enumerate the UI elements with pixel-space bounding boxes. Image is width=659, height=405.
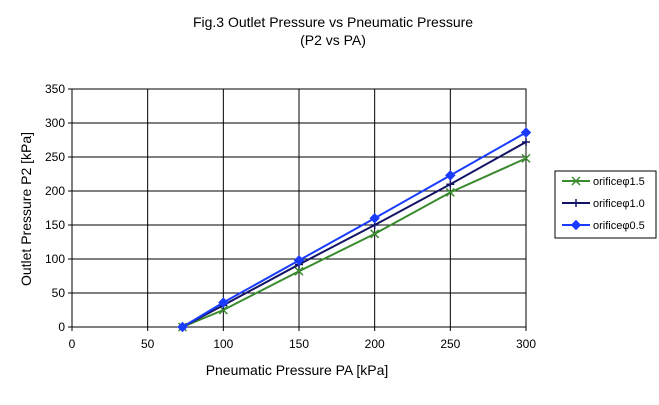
y-tick-label: 50 bbox=[52, 286, 66, 300]
y-axis-title: Outlet Pressure P2 [kPa] bbox=[18, 132, 34, 286]
y-tick-label: 300 bbox=[45, 116, 65, 130]
y-tick-label: 100 bbox=[45, 252, 65, 266]
tick-labels: 0 50 100 150 200 250 300 0 50 100 150 200 250 300 350 bbox=[45, 82, 536, 351]
x-tick-label: 250 bbox=[440, 337, 460, 351]
legend-item: orificeφ1.5 bbox=[562, 176, 645, 188]
data-point bbox=[520, 127, 532, 138]
data-point bbox=[446, 180, 455, 189]
legend-label: orificeφ1.5 bbox=[593, 176, 645, 188]
x-tick-label: 50 bbox=[141, 337, 155, 351]
data-point bbox=[218, 297, 229, 308]
y-tick-label: 150 bbox=[45, 218, 65, 232]
data-point bbox=[445, 187, 455, 197]
x-tick-label: 0 bbox=[69, 337, 76, 351]
legend-marker bbox=[570, 219, 582, 231]
y-tick-label: 350 bbox=[45, 82, 65, 96]
legend-box bbox=[554, 170, 657, 239]
x-axis-title: Pneumatic Pressure PA [kPa] bbox=[206, 362, 389, 378]
legend-label: orificeφ0.5 bbox=[593, 220, 645, 232]
legend: orificeφ1.5 orificeφ1.0 orificeφ0.5 bbox=[554, 170, 657, 239]
data-point bbox=[177, 321, 188, 333]
series-3 bbox=[177, 127, 532, 333]
x-tick-label: 150 bbox=[289, 337, 309, 351]
data-point bbox=[293, 255, 305, 266]
x-tick-label: 300 bbox=[516, 337, 536, 351]
series-2 bbox=[178, 138, 530, 331]
x-tick-label: 100 bbox=[213, 337, 233, 351]
legend-marker bbox=[571, 176, 581, 186]
data-point bbox=[369, 212, 380, 224]
data-point bbox=[521, 153, 531, 163]
legend-item: orificeφ0.5 bbox=[562, 219, 645, 232]
series-line bbox=[182, 141, 527, 328]
chart-subtitle: (P2 vs PA) bbox=[300, 32, 366, 48]
data-point bbox=[294, 266, 304, 276]
legend-item: orificeφ1.0 bbox=[562, 198, 645, 210]
data-point bbox=[445, 170, 456, 181]
series-line bbox=[181, 131, 527, 328]
y-tick-label: 0 bbox=[58, 320, 65, 334]
data-point bbox=[370, 229, 380, 239]
legend-marker bbox=[572, 199, 580, 207]
series-line bbox=[182, 157, 527, 328]
data-point bbox=[522, 138, 530, 147]
series-layer bbox=[177, 127, 532, 333]
x-tick-label: 200 bbox=[365, 337, 385, 351]
chart-title: Fig.3 Outlet Pressure vs Pneumatic Press… bbox=[193, 14, 473, 30]
grid bbox=[71, 88, 527, 328]
y-tick-label: 250 bbox=[45, 150, 65, 164]
y-tick-label: 200 bbox=[45, 184, 65, 198]
series-1 bbox=[177, 153, 531, 332]
legend-label: orificeφ1.0 bbox=[593, 198, 645, 210]
